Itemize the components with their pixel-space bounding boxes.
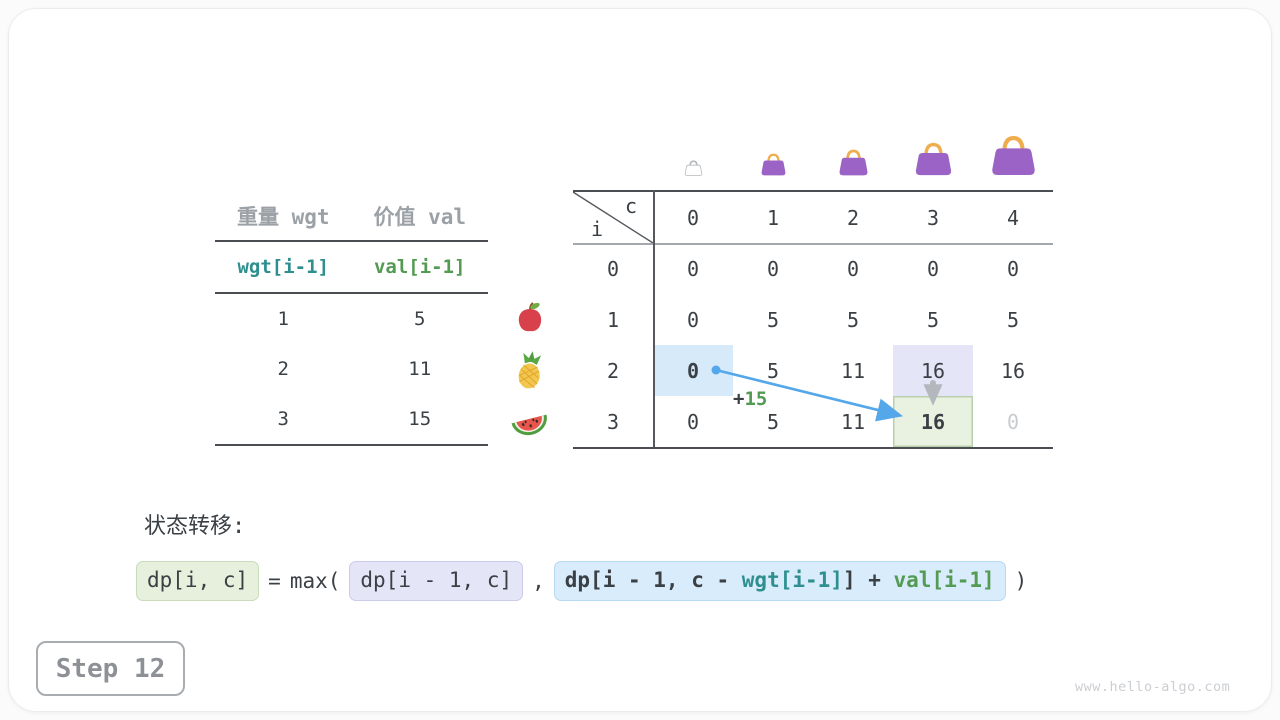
bag-icon	[760, 153, 787, 180]
items-table-rows: 1 5 2 11 3 15	[215, 294, 488, 444]
item-weight: 1	[277, 308, 289, 330]
item-weight: 2	[277, 358, 289, 380]
dp-corner-cell: c i	[573, 192, 653, 243]
items-header-0: 重量 wgt	[236, 205, 330, 229]
bag-icon	[838, 149, 869, 180]
dp-cell-2-2: 11	[840, 358, 866, 383]
dp-cell-0-1: 0	[766, 256, 780, 281]
items-row-1: 2 11	[215, 344, 488, 394]
divider	[573, 446, 1053, 449]
diagonal-line	[573, 192, 653, 243]
dp-cell-0-4: 0	[1006, 256, 1020, 281]
bag-icon	[990, 135, 1037, 180]
dp-cell-1-2: 5	[846, 307, 860, 332]
value-added-annotation: +15	[733, 388, 767, 410]
dp-row-header-3: 3	[606, 409, 620, 434]
dp-cell-1-4: 5	[1006, 307, 1020, 332]
divider	[215, 444, 488, 446]
dp-cell-0-3: 0	[926, 256, 940, 281]
items-table: 重量 wgt 价值 val wgt[i-1] val[i-1] 1 5 2 11 3 15	[215, 192, 488, 446]
added-value: 15	[744, 388, 768, 410]
transition-heading: 状态转移:	[144, 514, 246, 539]
dp-row-0: 0 0 0 0 0 0	[573, 243, 1053, 294]
dp-col-headers: 0 1 2 3 4	[653, 192, 1053, 243]
dp-cell-1-1: 5	[766, 307, 780, 332]
formula-segment-3-0: dp[i - 1, c]	[360, 568, 513, 593]
dp-cell-2-4: 16	[1000, 358, 1026, 383]
dp-body: 0 0 0 0 0 0 1 0 5 5 5 5 2 0 5 11 16 16 3 0 5 11 16 0	[573, 243, 1053, 447]
formula-text-2: max(	[289, 569, 341, 593]
item-value: 5	[414, 308, 426, 330]
item-value: 15	[408, 408, 432, 430]
item-weight: 3	[277, 408, 289, 430]
dp-row-1: 1 0 5 5 5 5	[573, 294, 1053, 345]
items-row-2: 3 15	[215, 394, 488, 444]
dp-col-header-1: 1	[766, 205, 780, 230]
formula-segment-5-0: dp[i - 1, c -	[564, 568, 742, 593]
dp-header-row: c i 0 1 2 3 4	[573, 192, 1053, 243]
bag-icons-row	[573, 126, 1053, 180]
row-variable-label: i	[591, 217, 604, 241]
item-value: 11	[408, 358, 432, 380]
formula-segment-0-0: dp[i, c]	[147, 568, 249, 593]
formula-box-blue: dp[i - 1, c - wgt[i-1]] + val[i-1]	[553, 561, 1006, 601]
items-subheader-1: val[i-1]	[373, 256, 466, 278]
formula-text-4: ,	[532, 569, 545, 593]
pineapple-icon	[511, 350, 549, 394]
watermelon-icon	[508, 401, 550, 441]
dp-cell-0-2: 0	[846, 256, 860, 281]
dp-row-2: 2 0 5 11 16 16	[573, 345, 1053, 396]
divider	[573, 243, 1053, 245]
dp-row-header-1: 1	[606, 307, 620, 332]
dp-cell-3-3: 16	[893, 396, 973, 447]
formula-text-1: =	[268, 569, 281, 593]
step-badge: Step 12	[36, 641, 185, 696]
dp-cell-2-3: 16	[893, 345, 973, 396]
dp-row-header-0: 0	[606, 256, 620, 281]
apple-icon	[513, 300, 547, 338]
dp-col-header-3: 3	[926, 205, 940, 230]
items-header-1: 价值 val	[373, 205, 467, 229]
items-subheader-0: wgt[i-1]	[237, 256, 329, 278]
items-table-subheader: wgt[i-1] val[i-1]	[215, 242, 488, 292]
divider	[215, 292, 488, 294]
transition-formula: dp[i, c] = max( dp[i - 1, c], dp[i - 1, c - …	[136, 560, 1027, 602]
col-variable-label: c	[624, 194, 637, 218]
dp-cell-2-0: 0	[653, 345, 733, 396]
dp-col-header-2: 2	[846, 205, 860, 230]
dp-cell-1-0: 0	[686, 307, 700, 332]
plus-sign: +	[733, 388, 745, 410]
empty-bag-icon	[684, 160, 703, 180]
dp-cell-3-4: 0	[1006, 409, 1020, 434]
site-watermark: www.hello-algo.com	[1075, 679, 1231, 695]
dp-col-header-4: 4	[1006, 205, 1020, 230]
divider	[573, 190, 1053, 192]
bag-icon	[914, 142, 953, 180]
dp-cell-0-0: 0	[686, 256, 700, 281]
divider	[653, 190, 655, 449]
dp-cell-1-3: 5	[926, 307, 940, 332]
items-table-header: 重量 wgt 价值 val	[215, 192, 488, 240]
dp-row-header-2: 2	[606, 358, 620, 383]
formula-text-6: )	[1014, 569, 1028, 593]
formula-segment-5-3: val[i-1]	[893, 568, 995, 593]
dp-cell-3-0: 0	[686, 409, 700, 434]
formula-box-green: dp[i, c]	[136, 561, 260, 601]
formula-segment-5-1: wgt[i-1]	[741, 568, 843, 593]
dp-col-header-0: 0	[686, 205, 700, 230]
formula-segment-5-2: ] +	[842, 568, 894, 593]
dp-row-3: 3 0 5 11 16 0	[573, 396, 1053, 447]
divider	[215, 240, 488, 242]
dp-cell-3-2: 11	[840, 409, 866, 434]
formula-box-lavender: dp[i - 1, c]	[349, 561, 524, 601]
